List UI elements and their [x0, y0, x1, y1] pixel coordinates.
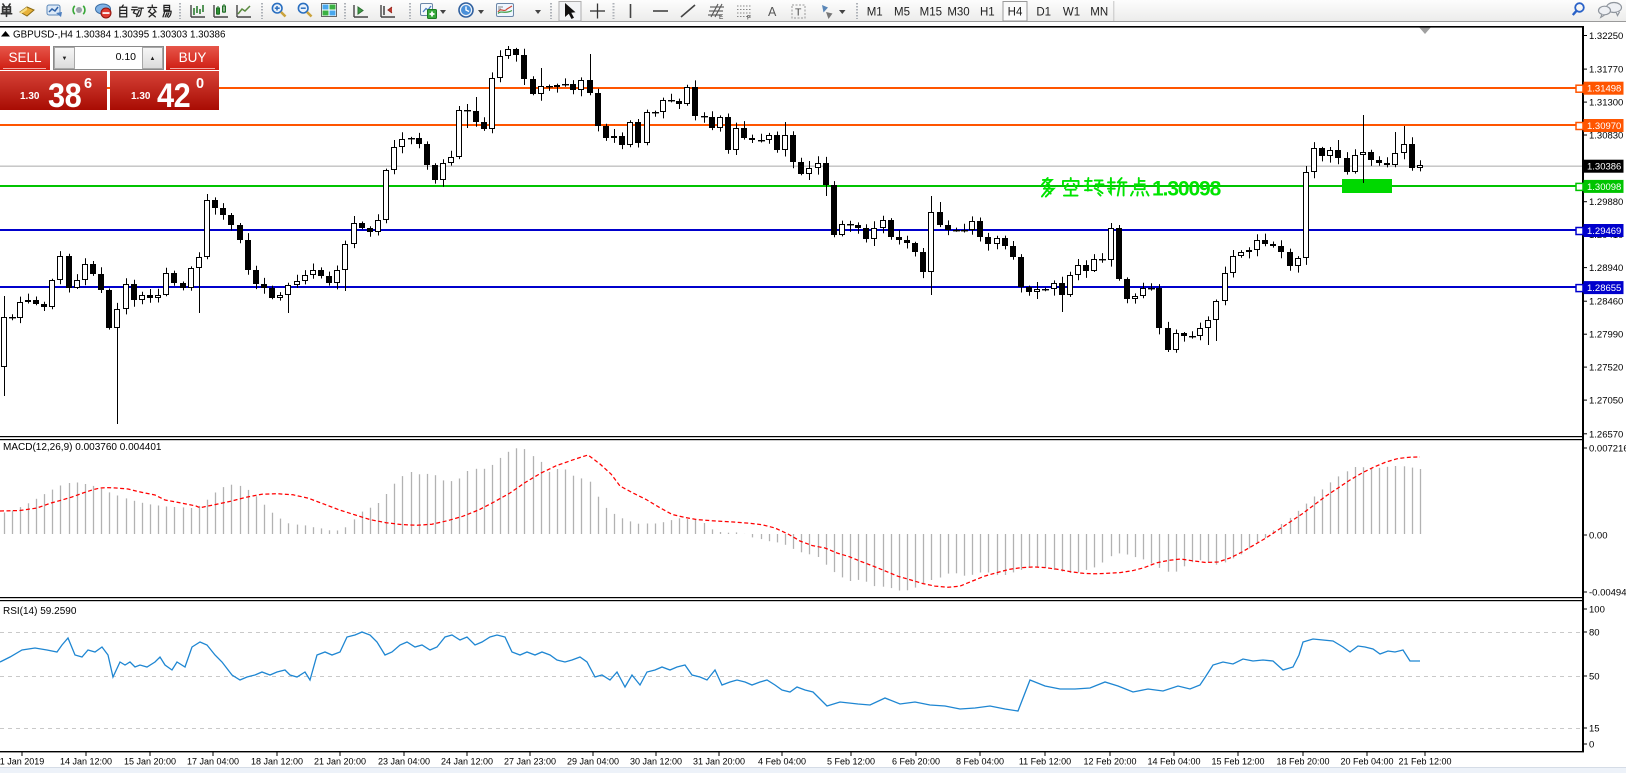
svg-text:18 Feb 20:00: 18 Feb 20:00	[1276, 757, 1329, 767]
svg-text:1.27990: 1.27990	[1589, 330, 1623, 341]
svg-text:M1: M1	[867, 7, 883, 19]
svg-text:24 Jan 12:00: 24 Jan 12:00	[441, 757, 493, 767]
svg-text:30 Jan 12:00: 30 Jan 12:00	[630, 757, 682, 767]
svg-text:H1: H1	[980, 7, 995, 19]
svg-text:15: 15	[1589, 724, 1600, 735]
svg-text:50: 50	[1589, 672, 1600, 683]
svg-text:6 Feb 20:00: 6 Feb 20:00	[892, 757, 940, 767]
svg-text:11 Feb 12:00: 11 Feb 12:00	[1019, 757, 1071, 767]
svg-text:W1: W1	[1063, 7, 1080, 19]
svg-text:1.28655: 1.28655	[1587, 283, 1621, 294]
svg-text:F: F	[747, 15, 751, 22]
svg-text:1.26570: 1.26570	[1589, 429, 1623, 440]
svg-text:D1: D1	[1036, 7, 1051, 19]
svg-text:0.00: 0.00	[1589, 531, 1608, 542]
svg-text:23 Jan 04:00: 23 Jan 04:00	[378, 757, 430, 767]
svg-text:A: A	[768, 5, 777, 19]
svg-text:1.32250: 1.32250	[1589, 31, 1623, 42]
svg-text:RSI(14) 59.2590: RSI(14) 59.2590	[3, 606, 77, 617]
svg-text:1.29880: 1.29880	[1589, 197, 1623, 208]
svg-text:M5: M5	[894, 7, 910, 19]
svg-text:15 Jan 20:00: 15 Jan 20:00	[124, 757, 176, 767]
svg-text:31 Jan 20:00: 31 Jan 20:00	[693, 757, 745, 767]
svg-text:17 Jan 04:00: 17 Jan 04:00	[187, 757, 239, 767]
svg-text:18 Jan 12:00: 18 Jan 12:00	[251, 757, 303, 767]
svg-text:1 Jan 2019: 1 Jan 2019	[0, 757, 44, 767]
svg-text:1.30970: 1.30970	[1587, 121, 1621, 132]
svg-text:T: T	[795, 7, 802, 19]
svg-text:1.31300: 1.31300	[1589, 98, 1623, 109]
svg-text:14 Feb 04:00: 14 Feb 04:00	[1147, 757, 1200, 767]
svg-text:1.28940: 1.28940	[1589, 263, 1623, 274]
svg-text:1.30098: 1.30098	[1587, 182, 1621, 193]
svg-text:5 Feb 12:00: 5 Feb 12:00	[827, 757, 875, 767]
svg-text:100: 100	[1589, 605, 1605, 616]
svg-text:1.29469: 1.29469	[1587, 226, 1621, 237]
svg-text:12 Feb 20:00: 12 Feb 20:00	[1083, 757, 1136, 767]
svg-text:14 Jan 12:00: 14 Jan 12:00	[60, 757, 112, 767]
svg-text:1.30098: 1.30098	[1152, 178, 1222, 201]
svg-text:MACD(12,26,9) 0.003760 0.00440: MACD(12,26,9) 0.003760 0.004401	[3, 442, 162, 453]
svg-text:1.30830: 1.30830	[1589, 131, 1623, 142]
svg-text:E: E	[719, 14, 724, 21]
svg-text:29 Jan 04:00: 29 Jan 04:00	[567, 757, 619, 767]
svg-text:M15: M15	[920, 7, 942, 19]
svg-text:0.007216: 0.007216	[1589, 444, 1626, 455]
svg-text:1.31498: 1.31498	[1587, 84, 1621, 95]
svg-text:MN: MN	[1090, 7, 1108, 19]
svg-text:M30: M30	[947, 7, 969, 19]
svg-text:27 Jan 23:00: 27 Jan 23:00	[504, 757, 556, 767]
svg-text:GBPUSD-,H4 1.30384 1.30395 1.: GBPUSD-,H4 1.30384 1.30395 1.30303 1.303…	[13, 30, 226, 41]
svg-text:1.31770: 1.31770	[1589, 65, 1623, 76]
svg-text:21 Jan 20:00: 21 Jan 20:00	[314, 757, 366, 767]
svg-text:4 Feb 04:00: 4 Feb 04:00	[758, 757, 806, 767]
svg-text:-0.004943: -0.004943	[1589, 588, 1626, 599]
svg-text:1.27520: 1.27520	[1589, 363, 1623, 374]
svg-text:20 Feb 04:00: 20 Feb 04:00	[1340, 757, 1393, 767]
svg-text:1.28460: 1.28460	[1589, 297, 1623, 308]
svg-text:15 Feb 12:00: 15 Feb 12:00	[1211, 757, 1264, 767]
svg-text:8 Feb 04:00: 8 Feb 04:00	[956, 757, 1004, 767]
svg-text:80: 80	[1589, 628, 1600, 639]
svg-text:21 Feb 12:00: 21 Feb 12:00	[1398, 757, 1451, 767]
svg-text:1.27050: 1.27050	[1589, 396, 1623, 407]
svg-text:1.30386: 1.30386	[1587, 162, 1621, 173]
svg-text:H4: H4	[1008, 7, 1023, 19]
svg-text:0: 0	[1589, 740, 1594, 751]
